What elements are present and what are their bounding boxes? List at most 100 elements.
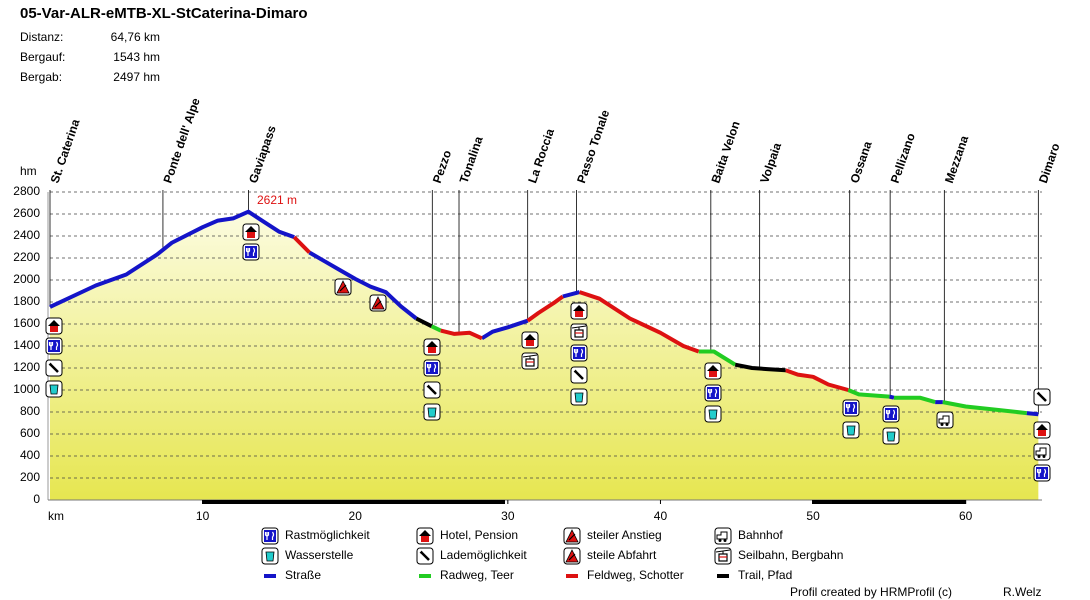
- waypoint-label: Pellizano: [888, 131, 918, 185]
- icon: [45, 337, 63, 355]
- icon-glyph: [573, 369, 577, 373]
- scale-bar: [202, 500, 505, 504]
- icon: [1033, 443, 1051, 461]
- legend-label: steile Abfahrt: [587, 548, 657, 562]
- stat-label: Bergauf:: [20, 50, 65, 64]
- icon: [423, 381, 441, 399]
- x-tick-label: 10: [196, 509, 210, 523]
- icon-glyph: [709, 371, 717, 377]
- icon: [45, 317, 63, 335]
- icon: [261, 527, 279, 545]
- icon-glyph: [426, 341, 438, 347]
- waypoint-label: Mezzana: [942, 133, 971, 185]
- icon: [1033, 388, 1051, 406]
- waypoint-label: St. Caterina: [48, 117, 83, 185]
- profile-line: [292, 235, 849, 392]
- y-axis-label: hm: [20, 164, 37, 178]
- icon: [416, 527, 434, 545]
- scale-bar: [812, 500, 966, 504]
- icon-glyph: [1035, 447, 1047, 456]
- icon: [842, 399, 860, 417]
- icon-glyph: [50, 326, 58, 332]
- icon-glyph: [938, 415, 950, 424]
- icon: [334, 278, 352, 296]
- icon-glyph: [1036, 391, 1040, 395]
- peak-annotation: 2621 m: [257, 193, 297, 207]
- y-tick-label: 600: [20, 426, 40, 440]
- legend-label: Hotel, Pension: [440, 528, 518, 542]
- legend-label: Trail, Pfad: [738, 568, 792, 582]
- stat-label: Bergab:: [20, 70, 62, 84]
- legend-label: Wasserstelle: [285, 548, 354, 562]
- icon: [882, 427, 900, 445]
- legend-label: Feldweg, Schotter: [587, 568, 684, 582]
- waypoint-label: Baita Velon: [708, 119, 742, 185]
- icon-glyph: [886, 431, 896, 442]
- icon-glyph: [716, 531, 728, 540]
- x-tick-label: 60: [959, 509, 973, 523]
- icon: [242, 243, 260, 261]
- legend-label: Radweg, Teer: [440, 568, 514, 582]
- icon-glyph: [1036, 468, 1047, 477]
- y-tick-label: 1200: [13, 360, 40, 374]
- waypoint-label: Passo Tonale: [574, 108, 612, 185]
- icon-glyph: [421, 536, 429, 542]
- icon-glyph: [707, 365, 719, 371]
- icon-glyph: [265, 551, 275, 562]
- icon-glyph: [708, 409, 718, 420]
- icon: [570, 366, 588, 384]
- icon-glyph: [1036, 424, 1048, 430]
- profile-line: [49, 209, 1039, 417]
- stat-value: 64,76 km: [111, 30, 160, 44]
- footer-credit: Profil created by HRMProfil (c): [790, 585, 952, 599]
- icon-glyph: [245, 247, 256, 256]
- y-tick-label: 2400: [13, 228, 40, 242]
- legend-label: Seilbahn, Bergbahn: [738, 548, 843, 562]
- icon-glyph: [845, 403, 856, 412]
- icon: [45, 380, 63, 398]
- legend-swatch: [566, 574, 578, 578]
- icon-glyph: [885, 409, 896, 418]
- icon-glyph: [707, 388, 718, 397]
- icon: [570, 302, 588, 320]
- icon-glyph: [48, 362, 52, 366]
- y-tick-label: 2600: [13, 206, 40, 220]
- icon: [570, 323, 588, 341]
- x-tick-label: 40: [654, 509, 668, 523]
- icon-glyph: [573, 348, 584, 357]
- icon-glyph: [427, 407, 437, 418]
- waypoint-label: La Roccia: [525, 127, 557, 185]
- legend-label: Bahnhof: [738, 528, 783, 542]
- icon-glyph: [371, 296, 385, 310]
- icon-glyph: [573, 305, 585, 311]
- icon-glyph: [524, 334, 536, 340]
- icon-glyph: [428, 347, 436, 353]
- icon: [521, 331, 539, 349]
- waypoint-label: Ponte dell' Alpe: [161, 96, 203, 185]
- icon-glyph: [945, 423, 949, 426]
- icon-glyph: [574, 392, 584, 403]
- legend-swatch: [717, 574, 729, 578]
- icon: [261, 547, 279, 565]
- y-tick-label: 2800: [13, 184, 40, 198]
- waypoint-label: Pezzo: [430, 148, 454, 185]
- icon: [714, 527, 732, 545]
- icon-glyph: [1042, 455, 1046, 458]
- icon-glyph: [1037, 455, 1041, 458]
- icon-glyph: [336, 280, 350, 294]
- profile-line: [415, 316, 786, 373]
- icon-glyph: [264, 531, 275, 540]
- y-tick-label: 1000: [13, 382, 40, 396]
- icon-glyph: [374, 300, 382, 308]
- legend-swatch: [419, 574, 431, 578]
- icon: [416, 547, 434, 565]
- icon-glyph: [247, 232, 255, 238]
- icon-glyph: [1037, 392, 1047, 402]
- legend-swatch: [264, 574, 276, 578]
- x-tick-label: 20: [349, 509, 363, 523]
- legend-label: Lademöglichkeit: [440, 548, 527, 562]
- icon: [1033, 464, 1051, 482]
- waypoint-label: Tonalina: [457, 134, 486, 185]
- icon-glyph: [339, 284, 347, 292]
- icon: [936, 411, 954, 429]
